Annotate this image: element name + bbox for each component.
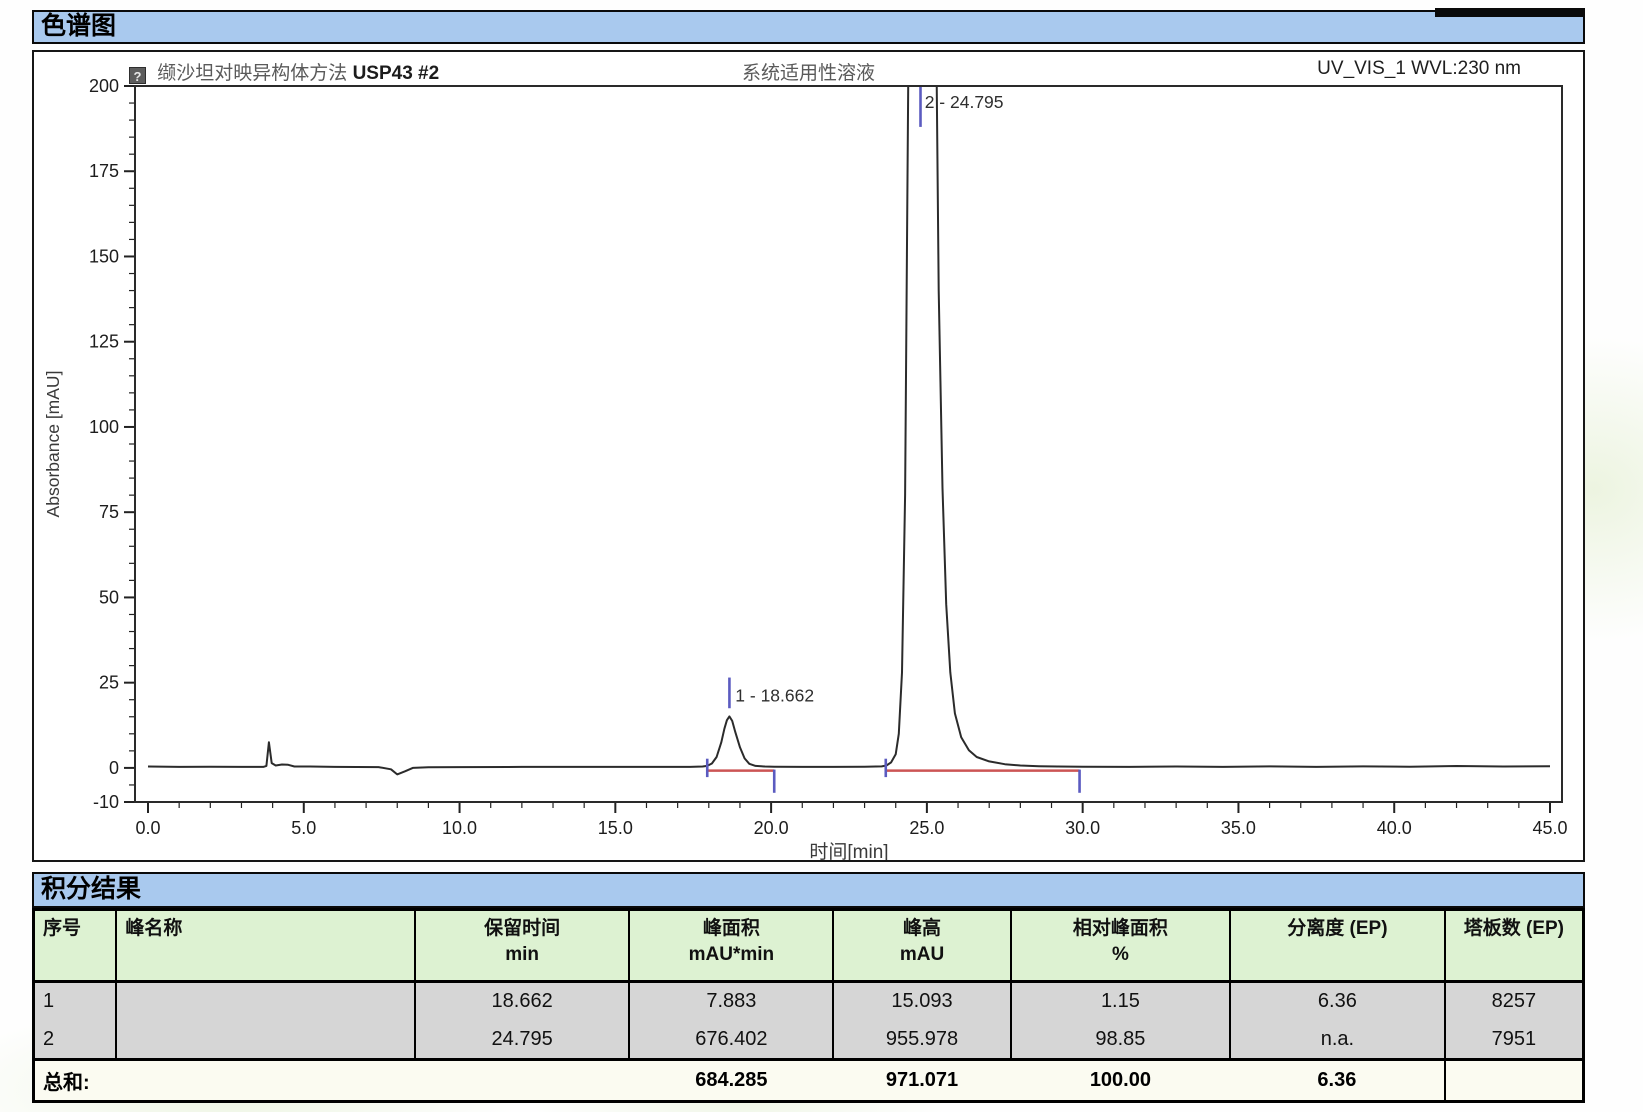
cell	[115, 981, 416, 1021]
scan-artifact-strip	[1435, 8, 1585, 17]
peak-row-1: 1 18.662 7.883 15.093 1.15 6.36 8257	[32, 981, 1585, 1021]
column-header: 序号	[32, 908, 118, 983]
y-axis-tick-label: 175	[89, 161, 119, 181]
chart-title-channel: UV_VIS_1 WVL:230 nm	[1317, 58, 1521, 79]
column-header-label: 峰名称	[125, 918, 183, 939]
section-header-integration: 积分结果	[32, 872, 1585, 908]
column-header-label: 分离度 (EP)	[1287, 918, 1388, 939]
y-axis-tick-label: 150	[89, 246, 119, 266]
chart-title-row: ? 缬沙坦对映异构体方法 USP43 #2 系统适用性溶液 UV_VIS_1 W…	[34, 56, 1583, 84]
sum-cell: 684.285	[629, 1058, 834, 1102]
column-header-label: 塔板数 (EP)	[1463, 918, 1564, 939]
x-axis-tick-label: 40.0	[1377, 818, 1412, 838]
table-header-row: 序号 峰名称 保留时间 min 峰面积 mAU*min 峰高 mAU 相对峰面积% 分离度 (EP…	[32, 908, 1585, 983]
x-axis-tick-label: 45.0	[1532, 818, 1567, 838]
integration-results-table: 序号 峰名称 保留时间 min 峰面积 mAU*min 峰高 mAU 相对峰面积% 分离度 (EP…	[32, 908, 1585, 1103]
x-axis-tick-label: 35.0	[1221, 818, 1256, 838]
cell: 98.85	[1009, 1020, 1232, 1060]
column-header-label: 保留时间	[484, 918, 561, 939]
sum-cell	[116, 1058, 415, 1102]
plot-border	[134, 85, 1563, 803]
column-header: 塔板数 (EP)	[1443, 908, 1585, 983]
cell: n.a.	[1229, 1020, 1446, 1060]
cell: 24.795	[413, 1020, 631, 1060]
column-header: 峰高 mAU	[832, 908, 1012, 983]
cell: 2	[32, 1020, 118, 1060]
x-axis-title: 时间[min]	[809, 841, 888, 860]
column-header-label: 序号	[43, 918, 82, 939]
x-axis-tick-label: 0.0	[135, 818, 160, 838]
column-header-unit: %	[1111, 944, 1129, 965]
cell: 1	[32, 981, 118, 1021]
cell: 6.36	[1229, 981, 1446, 1021]
cell: 15.093	[832, 981, 1012, 1021]
column-header-label: 峰面积	[702, 918, 760, 939]
sum-label: 总和:	[33, 1058, 117, 1102]
chart-title-left: ? 缬沙坦对映异构体方法 USP43 #2	[129, 58, 439, 85]
y-axis-title: Absorbance [mAU]	[43, 371, 63, 518]
column-header: 分离度 (EP)	[1229, 908, 1446, 983]
section-title-chromatogram: 色谱图	[41, 12, 117, 40]
peak-label: 2 - 24.795	[925, 92, 1004, 112]
peak-label: 1 - 18.662	[735, 685, 814, 705]
y-axis-tick-label: -10	[93, 792, 119, 812]
y-axis-tick-label: 0	[109, 758, 119, 778]
chromatogram-plot-svg: 0.0 5.0 10.0 15.0 20.0 25.0 30.0 35.0 40.0 45.0 20…	[43, 76, 1568, 860]
chart-title-left-method: 缬沙坦对映异构体方法	[157, 63, 348, 84]
y-axis-tick-label: 75	[99, 502, 119, 522]
x-axis-tick-label: 15.0	[598, 818, 633, 838]
cell: 955.978	[832, 1020, 1012, 1060]
column-header-label: 相对峰面积	[1072, 918, 1168, 939]
column-header: 峰名称	[115, 908, 416, 983]
column-header: 相对峰面积%	[1009, 908, 1232, 983]
sum-cell	[1443, 1058, 1584, 1102]
y-axis-tick-label: 25	[99, 673, 119, 693]
column-header: 保留时间 min	[413, 908, 631, 983]
sum-cell: 6.36	[1230, 1058, 1445, 1102]
cell: 18.662	[413, 981, 631, 1021]
x-axis-tick-label: 30.0	[1065, 818, 1100, 838]
y-axis-tick-label: 100	[89, 417, 119, 437]
sum-cell	[414, 1058, 630, 1102]
column-header-unit: mAU	[899, 944, 945, 965]
sum-cell: 100.00	[1010, 1058, 1231, 1102]
cell: 8257	[1443, 981, 1585, 1021]
y-axis-tick-label: 50	[99, 587, 119, 607]
cell: 7.883	[628, 981, 835, 1021]
cell: 7951	[1443, 1020, 1585, 1060]
chart-title-left-usp: USP43 #2	[352, 63, 440, 84]
y-axis-tick-label: 200	[89, 76, 119, 96]
x-axis-tick-label: 25.0	[909, 818, 944, 838]
table-sum-row: 总和: 684.285 971.071 100.00 6.36	[33, 1058, 1584, 1102]
peak-row-2: 2 24.795 676.402 955.978 98.85 n.a. 7951	[32, 1020, 1585, 1060]
x-axis-tick-label: 20.0	[754, 818, 789, 838]
chart-title-sample: 系统适用性溶液	[741, 63, 875, 84]
sum-cell: 971.071	[833, 1058, 1011, 1102]
column-header-unit: mAU*min	[688, 944, 775, 965]
cell: 676.402	[628, 1020, 835, 1060]
column-header: 峰面积 mAU*min	[628, 908, 835, 983]
column-header-unit: min	[505, 944, 540, 965]
x-axis-tick-label: 5.0	[291, 818, 316, 838]
section-title-integration: 积分结果	[41, 875, 142, 903]
chromatogram-trace	[147, 86, 1551, 776]
chromatogram-chart: ? 缬沙坦对映异构体方法 USP43 #2 系统适用性溶液 UV_VIS_1 W…	[32, 50, 1585, 862]
y-axis-tick-label: 125	[89, 332, 119, 352]
section-header-chromatogram: 色谱图	[32, 8, 1585, 44]
cell: 1.15	[1009, 981, 1232, 1021]
cell	[115, 1020, 416, 1060]
column-header-label: 峰高	[903, 918, 942, 939]
x-axis-tick-label: 10.0	[442, 818, 477, 838]
sample-icon: ?	[129, 67, 146, 84]
